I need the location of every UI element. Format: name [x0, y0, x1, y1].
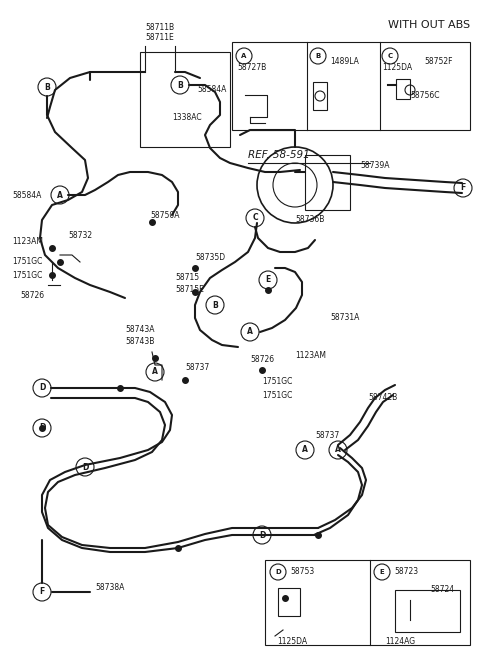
Text: REF. 58-591: REF. 58-591 — [248, 150, 310, 160]
Text: 58743B: 58743B — [125, 337, 155, 346]
Text: B: B — [315, 53, 321, 59]
Text: A: A — [247, 328, 253, 337]
Bar — [265, 560, 470, 645]
Bar — [313, 82, 327, 110]
Text: 58743A: 58743A — [125, 326, 155, 335]
Text: 58732: 58732 — [68, 231, 92, 240]
Text: 58731A: 58731A — [330, 314, 360, 322]
Text: D: D — [39, 424, 45, 432]
Text: 58715: 58715 — [175, 274, 199, 282]
Text: A: A — [57, 191, 63, 200]
Text: A: A — [335, 445, 341, 455]
Text: 58737: 58737 — [315, 430, 339, 440]
Text: D: D — [275, 569, 281, 575]
Text: 58724: 58724 — [430, 586, 454, 595]
Bar — [396, 79, 410, 99]
Text: 1123AM: 1123AM — [12, 238, 43, 246]
Text: D: D — [39, 383, 45, 392]
Text: 58739A: 58739A — [360, 160, 389, 170]
Text: B: B — [44, 83, 50, 92]
Text: 58753: 58753 — [290, 567, 314, 576]
Text: 58727B: 58727B — [237, 64, 266, 73]
Text: 1125DA: 1125DA — [382, 64, 412, 73]
Text: WITH OUT ABS: WITH OUT ABS — [388, 20, 470, 30]
Text: 1125DA: 1125DA — [277, 637, 307, 646]
Text: F: F — [39, 588, 45, 597]
Text: 58742B: 58742B — [368, 394, 397, 403]
Text: 58736B: 58736B — [295, 215, 324, 225]
Text: 58752F: 58752F — [424, 58, 453, 67]
Text: F: F — [460, 183, 466, 193]
Text: 58750A: 58750A — [150, 210, 180, 219]
Text: D: D — [259, 531, 265, 540]
Text: E: E — [380, 569, 384, 575]
Bar — [395, 590, 460, 632]
Text: B: B — [212, 301, 218, 310]
Bar — [305, 155, 350, 210]
Text: 58584A: 58584A — [197, 86, 227, 94]
Text: 58726: 58726 — [250, 356, 274, 364]
Text: 58584A: 58584A — [12, 191, 41, 200]
Text: A: A — [302, 445, 308, 455]
Text: B: B — [177, 81, 183, 90]
Text: 58723: 58723 — [394, 567, 418, 576]
Text: 1751GC: 1751GC — [12, 271, 42, 280]
Text: C: C — [252, 214, 258, 223]
Text: 1751GC: 1751GC — [262, 377, 292, 386]
Text: 58735D: 58735D — [195, 253, 225, 263]
Text: 58756C: 58756C — [410, 90, 440, 100]
Text: E: E — [265, 276, 271, 284]
Text: A: A — [241, 53, 247, 59]
Text: C: C — [387, 53, 393, 59]
Text: 1751GC: 1751GC — [12, 257, 42, 267]
Text: A: A — [152, 367, 158, 377]
Text: 58737: 58737 — [185, 364, 209, 373]
Text: 1489LA: 1489LA — [330, 58, 359, 67]
Text: 58711B: 58711B — [145, 24, 175, 33]
Text: 1751GC: 1751GC — [262, 390, 292, 400]
Bar — [140, 52, 230, 147]
Bar — [278, 588, 300, 616]
Text: 58715E: 58715E — [175, 286, 204, 295]
Text: 1124AG: 1124AG — [385, 637, 415, 646]
Text: 58738A: 58738A — [95, 584, 124, 593]
Text: 58711E: 58711E — [145, 33, 174, 43]
Text: 1338AC: 1338AC — [172, 113, 202, 122]
Text: 1123AM: 1123AM — [295, 350, 326, 360]
Bar — [232, 42, 470, 130]
Text: D: D — [82, 462, 88, 472]
Text: 58726: 58726 — [20, 291, 44, 299]
